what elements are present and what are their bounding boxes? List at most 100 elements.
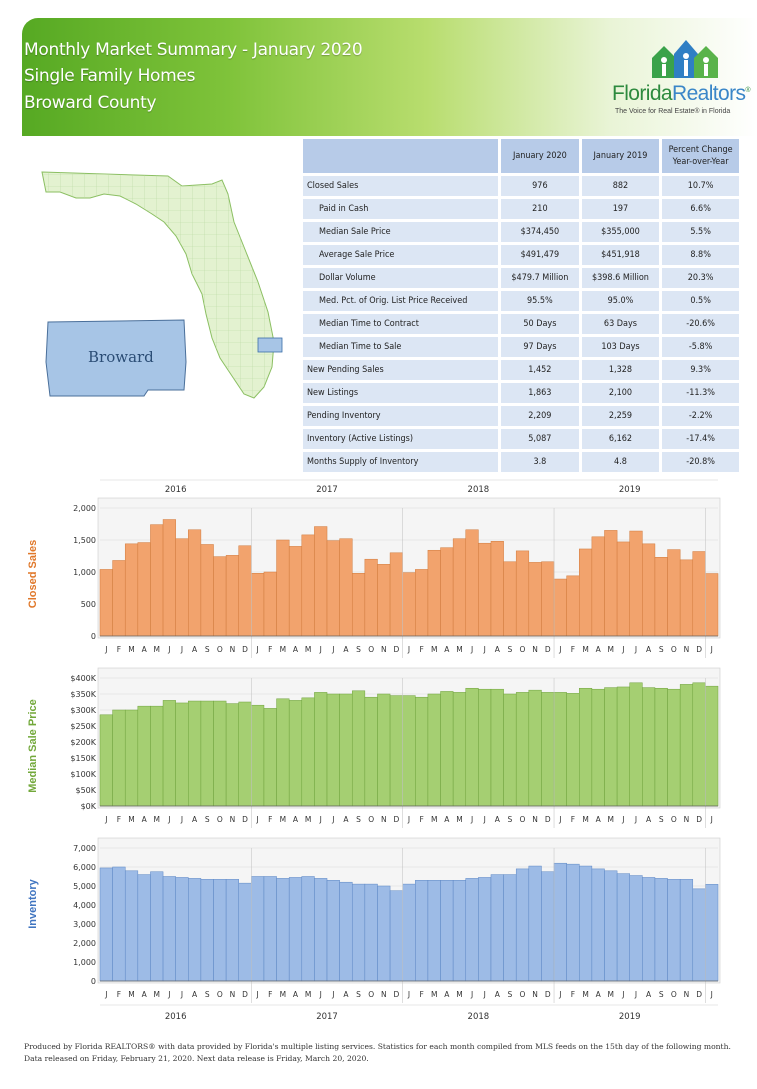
broward-county-label: Broward [88, 348, 154, 366]
x-tick-label: D [393, 645, 399, 654]
year-label: 2018 [468, 1012, 490, 1022]
row-change-value: 6.6% [662, 199, 739, 219]
bar [124, 709, 139, 807]
bar [175, 538, 189, 637]
x-tick-label: J [407, 990, 410, 999]
x-tick-label: F [419, 645, 423, 654]
row-jan2020-value: 3.8 [501, 452, 579, 472]
x-tick-label: J [319, 990, 322, 999]
x-tick-label: F [117, 645, 121, 654]
florida-map: Broward [41, 171, 283, 399]
bar [427, 880, 441, 982]
x-tick-label: D [545, 990, 551, 999]
bar [415, 880, 429, 982]
x-tick-label: F [419, 990, 423, 999]
bar [99, 714, 113, 807]
bar [604, 530, 618, 637]
y-tick-label: $0K [81, 802, 97, 811]
x-tick-label: D [545, 645, 551, 654]
x-tick-label: F [571, 815, 575, 824]
x-tick-label: S [659, 990, 664, 999]
bar [213, 556, 227, 637]
bar [553, 862, 567, 982]
county-name: Broward County [24, 93, 157, 113]
bar [490, 541, 504, 637]
x-tick-label: M [305, 815, 311, 824]
table-row: Paid in Cash 210 197 6.6% [303, 199, 739, 219]
row-label: Median Time to Sale [303, 337, 499, 357]
bar [679, 684, 694, 807]
year-label: 2016 [165, 1012, 187, 1022]
x-tick-label: S [356, 645, 361, 654]
x-tick-label: O [520, 990, 526, 999]
bar [591, 688, 605, 807]
bar [579, 548, 593, 637]
x-tick-label: A [444, 990, 450, 999]
bar [238, 882, 252, 982]
x-tick-label: N [684, 645, 690, 654]
row-jan2019-value: 2,100 [581, 383, 660, 403]
x-tick-label: D [242, 815, 248, 824]
bar [137, 705, 151, 807]
x-tick-label: J [256, 645, 259, 654]
x-tick-label: J [167, 990, 170, 999]
table-row: Pending Inventory 2,209 2,259 -2.2% [303, 406, 739, 426]
row-change-value: -20.6% [662, 314, 739, 334]
x-tick-label: J [104, 990, 107, 999]
x-tick-label: O [217, 645, 223, 654]
x-tick-label: A [646, 815, 652, 824]
bar [440, 880, 454, 982]
bar [579, 687, 593, 807]
x-tick-label: M [582, 990, 588, 999]
row-jan2020-value: $491,479 [501, 245, 579, 265]
bar [326, 880, 340, 982]
bar [389, 695, 403, 807]
bar [251, 704, 265, 807]
table-row: Med. Pct. of Orig. List Price Received 95… [303, 291, 739, 311]
table-header-label [303, 139, 499, 173]
y-tick-label: $250K [70, 722, 96, 731]
y-tick-label: 500 [81, 600, 96, 609]
footer-notes: Produced by Florida REALTORS® with data … [24, 1041, 744, 1065]
median-sale-price-axis-label: Median Sale Price [27, 699, 39, 793]
x-tick-label: J [634, 645, 637, 654]
x-tick-label: M [128, 990, 134, 999]
bar [225, 879, 239, 982]
row-jan2020-value: $374,450 [501, 222, 579, 242]
x-tick-label: N [381, 990, 387, 999]
row-jan2020-value: 50 Days [501, 314, 579, 334]
row-jan2020-value: 210 [501, 199, 579, 219]
x-tick-label: M [305, 645, 311, 654]
bar [616, 686, 630, 807]
bar [137, 542, 151, 637]
x-tick-label: A [495, 815, 501, 824]
x-tick-label: N [381, 645, 387, 654]
bar [351, 573, 366, 637]
x-tick-label: A [293, 990, 299, 999]
x-tick-label: F [268, 990, 272, 999]
bar [112, 560, 126, 637]
row-jan2019-value: 95.0% [581, 291, 660, 311]
x-tick-label: J [180, 990, 183, 999]
broward-county-shape [45, 319, 187, 397]
bar [465, 687, 479, 807]
broward-highlight-small [257, 337, 283, 353]
bar [679, 559, 694, 637]
x-tick-label: J [483, 815, 486, 824]
x-tick-label: A [192, 990, 198, 999]
x-tick-label: F [117, 990, 121, 999]
bar [162, 876, 176, 982]
row-jan2019-value: 103 Days [581, 337, 660, 357]
bar [263, 571, 277, 637]
table-row: New Pending Sales 1,452 1,328 9.3% [303, 360, 739, 380]
bar [642, 543, 656, 637]
row-jan2019-value: 6,162 [581, 429, 660, 449]
bar [528, 689, 542, 807]
x-tick-label: F [268, 645, 272, 654]
bar [541, 561, 555, 637]
bar [642, 687, 656, 807]
table-row: Inventory (Active Listings) 5,087 6,162 -17… [303, 429, 739, 449]
row-jan2020-value: 97 Days [501, 337, 579, 357]
bar [604, 870, 618, 982]
x-tick-label: N [532, 645, 538, 654]
